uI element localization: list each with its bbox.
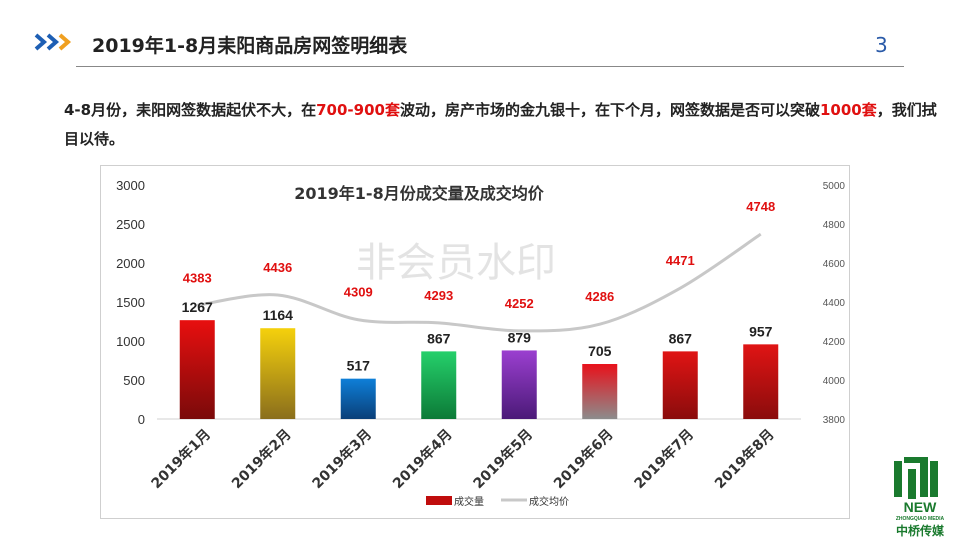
price-label-7: 4471: [666, 253, 695, 268]
price-label-4: 4293: [424, 288, 453, 303]
volume-label-6: 705: [588, 343, 612, 359]
summary-highlight-range: 700-900套: [316, 101, 400, 119]
volume-label-1: 1267: [182, 299, 213, 315]
combo-chart: 非会员水印 2019年1-8月份成交量及成交均价 0 500 1000 1500 2000 2…: [116, 178, 846, 508]
y-right-tick-label: 4400: [823, 298, 846, 309]
summary-part-1: 4-8月份，耒阳网签数据起伏不大，在: [64, 101, 317, 119]
summary-text: 4-8月份，耒阳网签数据起伏不大，在700-900套波动，房产市场的金九银十，在…: [64, 96, 944, 154]
zhongqiao-logo: NEW ZHONGQIAO MEDIA 中桥传媒: [894, 457, 945, 538]
chart-title: 2019年1-8月份成交量及成交均价: [294, 184, 544, 203]
volume-label-2: 1164: [263, 307, 294, 323]
bar-2: [260, 328, 296, 419]
y-right-tick-label: 4600: [823, 259, 846, 270]
watermark-text: 非会员水印: [356, 240, 556, 286]
header-divider: [76, 66, 904, 67]
y-right-tick-label: 4800: [823, 220, 846, 231]
x-tick-label-8: 2019年8月: [711, 426, 777, 492]
y-left-tick-label: 2500: [116, 217, 145, 232]
x-tick-label-4: 2019年4月: [389, 426, 455, 492]
y-left-tick-label: 500: [123, 373, 145, 388]
price-label-8: 4748: [746, 199, 775, 214]
y-right-tick-label: 4200: [823, 337, 846, 348]
summary-highlight-target: 1000套: [819, 101, 877, 119]
bar-3: [340, 378, 376, 419]
price-label-2: 4436: [263, 260, 292, 275]
y-left-tick-label: 0: [138, 412, 145, 427]
price-label-1: 4383: [183, 270, 212, 285]
legend-swatch-volume: [426, 496, 452, 505]
logo-text-cn: 中桥传媒: [896, 523, 945, 538]
price-label-5: 4252: [505, 296, 534, 311]
slide-header: 2019年1-8月耒阳商品房网签明细表 3: [0, 0, 960, 70]
bar-7: [662, 351, 698, 419]
summary-part-2: 波动，房产市场的金九银十，在下个月，网签数据是否可以突破: [399, 101, 820, 119]
bar-8: [743, 344, 779, 419]
x-tick-label-2: 2019年2月: [228, 426, 294, 492]
y-left-tick-label: 3000: [116, 178, 145, 193]
chevron-arrows-icon: [34, 33, 72, 51]
volume-label-7: 867: [669, 330, 693, 346]
y-left-tick-label: 1000: [116, 334, 145, 349]
y-left-tick-label: 2000: [116, 256, 145, 271]
x-tick-label-6: 2019年6月: [550, 426, 616, 492]
y-left-tick-label: 1500: [116, 295, 145, 310]
logo-text-media: ZHONGQIAO MEDIA: [896, 516, 945, 522]
logo-text-new: NEW: [904, 499, 937, 515]
summary-part-3: ，我们拭目以待。: [64, 101, 937, 148]
bar-4: [421, 351, 457, 419]
x-tick-label-5: 2019年5月: [470, 426, 536, 492]
x-tick-label-3: 2019年3月: [309, 426, 375, 492]
volume-label-5: 879: [508, 329, 532, 345]
y-right-tick-label: 3800: [823, 415, 846, 426]
x-tick-label-1: 2019年1月: [148, 426, 214, 492]
bar-1: [179, 320, 215, 419]
volume-label-4: 867: [427, 330, 451, 346]
price-line: [197, 232, 762, 333]
bar-5: [501, 350, 537, 419]
page-title: 2019年1-8月耒阳商品房网签明细表: [92, 35, 408, 57]
volume-label-3: 517: [347, 358, 371, 374]
y-right-tick-label: 5000: [823, 181, 846, 192]
y-right-tick-label: 4000: [823, 376, 846, 387]
price-label-3: 4309: [344, 285, 373, 300]
volume-label-8: 957: [749, 323, 773, 339]
page-number: 3: [875, 33, 888, 57]
legend-label-volume: 成交量: [454, 495, 484, 508]
bar-6: [582, 364, 618, 419]
x-tick-label-7: 2019年7月: [631, 426, 697, 492]
legend-label-price: 成交均价: [529, 495, 569, 508]
chart-container: 非会员水印 2019年1-8月份成交量及成交均价 0 500 1000 1500 2000 2…: [100, 165, 850, 519]
price-label-6: 4286: [585, 289, 614, 304]
